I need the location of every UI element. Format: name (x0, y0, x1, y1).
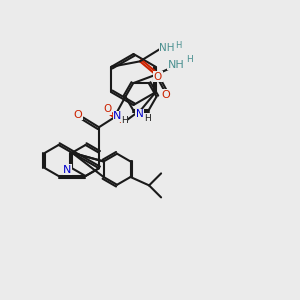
Text: H: H (121, 116, 128, 124)
Text: O: O (103, 104, 112, 114)
Text: N: N (136, 109, 144, 119)
Text: NH: NH (168, 60, 185, 70)
Text: H: H (175, 41, 182, 50)
Text: O: O (74, 110, 82, 120)
Text: N: N (113, 111, 122, 121)
Text: H: H (144, 114, 151, 123)
Text: O: O (154, 72, 162, 82)
Text: NH: NH (159, 43, 175, 53)
Text: N: N (63, 165, 72, 175)
Text: O: O (161, 90, 170, 100)
Text: H: H (186, 55, 193, 64)
